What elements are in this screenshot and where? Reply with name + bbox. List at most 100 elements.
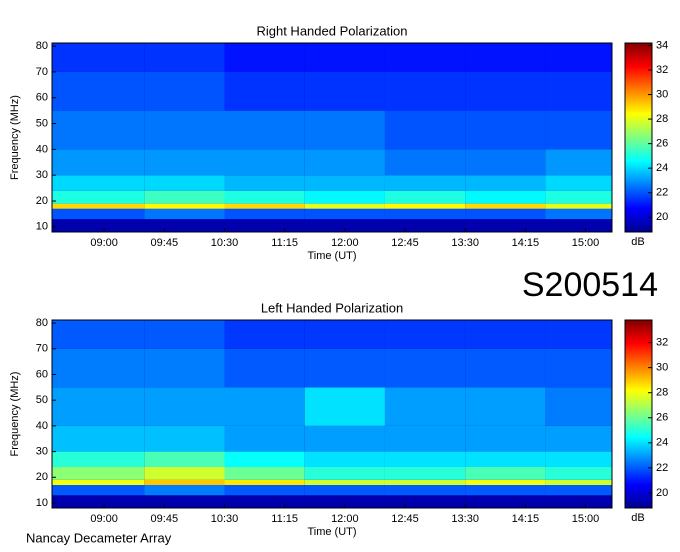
heat-cell (384, 479, 466, 485)
heat-cell (384, 495, 466, 508)
heat-cell (224, 348, 305, 388)
heat-cell (52, 43, 145, 72)
heat-cell (465, 71, 546, 111)
y-tick-label: 70 (36, 66, 48, 78)
colorbar-tick-label: 32 (656, 336, 668, 348)
heat-cell (465, 320, 546, 349)
y-tick-label: 20 (36, 471, 48, 483)
colorbar-tick-label: 34 (656, 39, 668, 51)
footer: Nancay Decameter Array (26, 530, 172, 545)
heat-cell (224, 451, 305, 468)
x-tick-label: 09:45 (151, 237, 179, 249)
colorbar (624, 42, 653, 233)
heat-cell (144, 175, 225, 191)
event-id: S200514 (522, 266, 658, 304)
heat-cell (384, 190, 466, 204)
heat-cell (52, 190, 145, 204)
heat-cell (545, 495, 612, 508)
heat-cell (224, 320, 305, 349)
colorbar-tick-label: 24 (656, 437, 668, 449)
heat-cell (144, 208, 225, 220)
heat-cell (52, 467, 145, 480)
y-tick-label: 30 (36, 169, 48, 181)
heat-cell (224, 149, 305, 176)
heat-cell (224, 71, 305, 111)
colorbar-tick-label: 28 (656, 387, 668, 399)
heat-cell (545, 203, 612, 209)
colorbar-label: dB (631, 512, 644, 524)
heat-cell (304, 71, 385, 111)
heat-cell (304, 190, 385, 204)
y-tick-label: 50 (36, 394, 48, 406)
x-axis-label: Time (UT) (307, 526, 356, 538)
heat-cell (224, 43, 305, 72)
heat-cell (144, 219, 225, 232)
heat-cell (144, 190, 225, 204)
colorbar-tick-label: 26 (656, 138, 668, 150)
heat-cell (52, 484, 145, 496)
heat-cell (384, 43, 466, 72)
y-tick-label: 40 (36, 143, 48, 155)
heat-cell (224, 190, 305, 204)
heat-cell (52, 320, 145, 349)
heat-cell (52, 479, 145, 485)
heat-cell (465, 175, 546, 191)
y-axis-label: Frequency (MHz) (9, 95, 21, 180)
heat-cell (144, 484, 225, 496)
heat-cell (304, 467, 385, 480)
heat-cell (224, 387, 305, 426)
heat-cell (224, 203, 305, 209)
heat-cell (384, 208, 466, 220)
heat-cell (304, 43, 385, 72)
heat-cell (465, 495, 546, 508)
heat-cell (465, 425, 546, 452)
x-tick-label: 13:30 (451, 237, 479, 249)
x-tick-label: 12:45 (391, 237, 419, 249)
heat-cell (465, 484, 546, 496)
heat-cell (304, 348, 385, 388)
x-tick-label: 13:30 (451, 513, 479, 525)
heat-cell (52, 451, 145, 468)
heat-cell (465, 479, 546, 485)
heat-cell (465, 219, 546, 232)
heat-cell (304, 387, 385, 426)
heat-cell (545, 71, 612, 111)
heat-cell (224, 425, 305, 452)
heat-cell (465, 190, 546, 204)
colorbar (624, 319, 653, 509)
heat-cell (545, 208, 612, 220)
heat-cell (224, 219, 305, 232)
y-axis-label: Frequency (MHz) (9, 372, 21, 457)
heat-cell (465, 451, 546, 468)
x-tick-label: 12:00 (331, 513, 359, 525)
colorbar-tick-label: 20 (656, 211, 668, 223)
heat-cell (304, 451, 385, 468)
x-tick-label: 10:30 (211, 237, 239, 249)
y-tick-label: 40 (36, 420, 48, 432)
heat-cell (52, 219, 145, 232)
heat-cell (465, 203, 546, 209)
colorbar-tick-label: 26 (656, 412, 668, 424)
x-tick-label: 09:45 (151, 513, 179, 525)
y-tick-label: 10 (36, 497, 48, 509)
heat-cell (384, 387, 466, 426)
heat-cell (384, 175, 466, 191)
heat-cell (384, 425, 466, 452)
heat-cell (545, 110, 612, 150)
x-tick-label: 09:00 (90, 513, 118, 525)
heat-cell (144, 110, 225, 150)
heat-cell (52, 425, 145, 452)
x-tick-label: 11:15 (271, 513, 298, 525)
x-tick-label: 14:15 (512, 513, 540, 525)
heat-cell (52, 495, 145, 508)
x-axis-label: Time (UT) (307, 250, 356, 262)
x-tick-label: 15:00 (572, 237, 600, 249)
y-tick-label: 10 (36, 221, 48, 233)
heat-cell (465, 43, 546, 72)
y-tick-label: 70 (36, 343, 48, 355)
heat-cell (52, 348, 145, 388)
heat-cell (52, 203, 145, 209)
heat-cell (144, 43, 225, 72)
heat-cell (384, 484, 466, 496)
